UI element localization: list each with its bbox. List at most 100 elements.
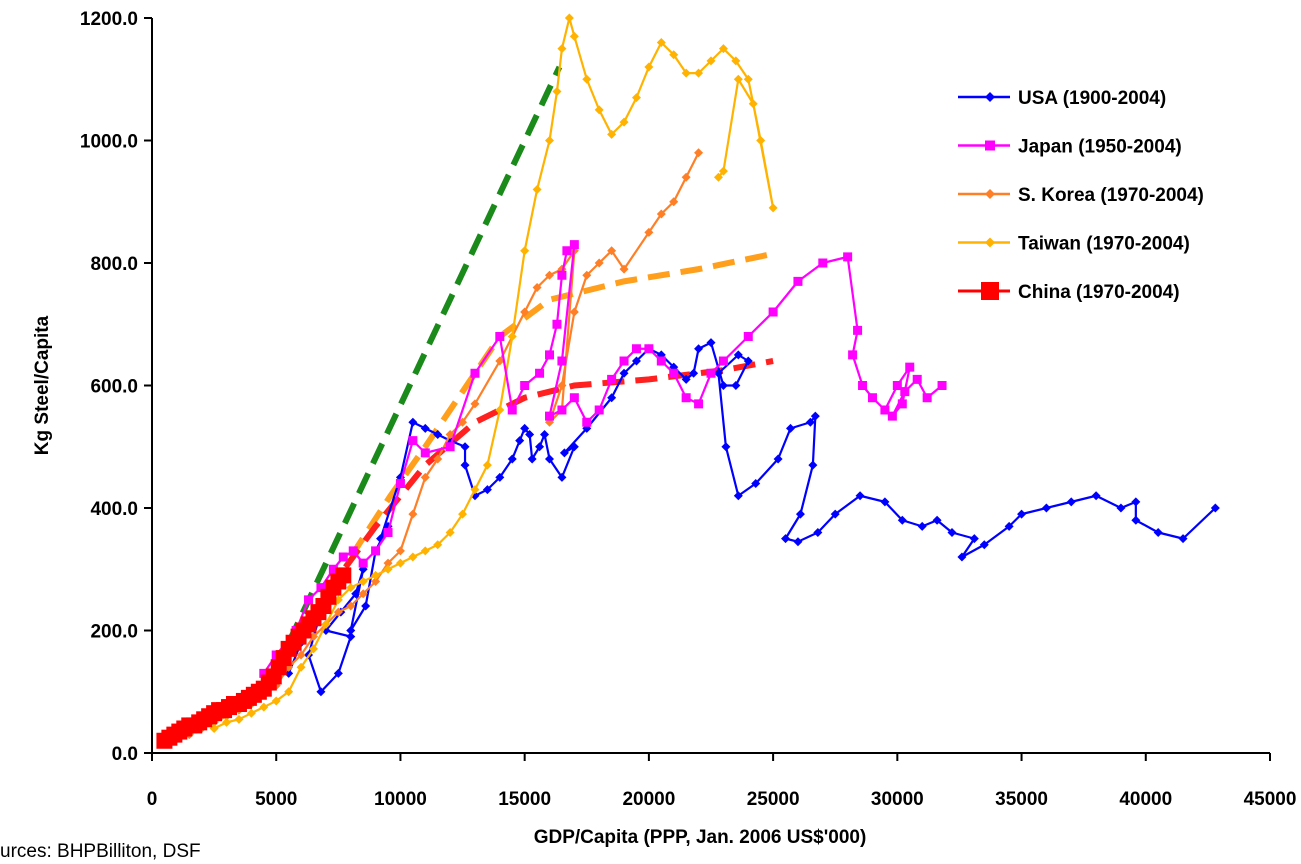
data-point-usa bbox=[917, 521, 927, 531]
y-tick-label: 1200.0 bbox=[80, 9, 138, 30]
data-point-usa bbox=[733, 491, 743, 501]
data-point-taiwan bbox=[545, 136, 555, 145]
data-point-japan bbox=[905, 362, 915, 372]
data-point-japan bbox=[445, 442, 455, 452]
legend-swatch-marker bbox=[985, 189, 995, 199]
data-point-usa bbox=[1066, 497, 1076, 507]
data-point-s bbox=[470, 399, 480, 409]
data-point-japan bbox=[557, 405, 567, 415]
data-point-taiwan bbox=[358, 577, 368, 586]
data-point-usa bbox=[351, 589, 361, 599]
data-point-taiwan bbox=[731, 56, 741, 66]
data-point-usa bbox=[1178, 534, 1188, 544]
data-point-japan bbox=[743, 332, 753, 341]
data-point-japan bbox=[535, 368, 545, 378]
data-point-usa bbox=[460, 442, 470, 452]
legend-item-china: China (1970-2004) bbox=[958, 282, 1180, 303]
data-point-usa bbox=[482, 485, 492, 495]
data-point-taiwan bbox=[718, 44, 728, 54]
data-point-usa bbox=[694, 344, 704, 354]
data-point-s bbox=[669, 197, 679, 207]
data-point-usa bbox=[361, 601, 371, 611]
data-point-japan bbox=[557, 356, 567, 366]
x-tick-label: 0 bbox=[147, 789, 158, 810]
data-point-japan bbox=[656, 356, 666, 366]
x-tick-label: 35000 bbox=[995, 789, 1048, 810]
data-point-s bbox=[532, 283, 542, 292]
data-point-taiwan bbox=[631, 93, 641, 103]
y-tick-label: 1000.0 bbox=[80, 132, 138, 153]
legend-item-usa: USA (1900-2004) bbox=[958, 88, 1166, 109]
data-point-japan bbox=[594, 405, 604, 415]
data-point-japan bbox=[358, 558, 368, 568]
data-point-taiwan bbox=[582, 74, 592, 84]
data-point-usa bbox=[1091, 491, 1101, 501]
data-point-japan bbox=[631, 344, 641, 354]
data-point-japan bbox=[420, 448, 430, 458]
data-point-usa bbox=[333, 668, 343, 678]
data-point-japan bbox=[507, 405, 517, 415]
data-point-usa bbox=[420, 423, 430, 433]
data-point-usa bbox=[855, 491, 865, 501]
data-point-s bbox=[594, 258, 604, 268]
x-tick-label: 45000 bbox=[1244, 789, 1297, 810]
series-china bbox=[156, 567, 352, 749]
data-point-taiwan bbox=[408, 552, 418, 562]
data-point-taiwan bbox=[748, 99, 758, 109]
data-point-japan bbox=[922, 393, 932, 403]
data-point-usa bbox=[1131, 497, 1141, 507]
legend-item-taiwan: Taiwan (1970-2004) bbox=[958, 234, 1190, 255]
legend-label: China (1970-2004) bbox=[1018, 282, 1180, 303]
x-tick-label: 30000 bbox=[871, 789, 924, 810]
y-tick-label: 800.0 bbox=[90, 254, 138, 275]
data-point-taiwan bbox=[383, 564, 393, 574]
data-point-japan bbox=[304, 595, 314, 605]
y-axis-ticks: 0.0 200.0 400.0 600.0 800.0 1000.0 1200.0 bbox=[80, 9, 152, 765]
data-point-taiwan bbox=[445, 528, 455, 537]
data-point-s bbox=[420, 472, 430, 482]
data-point-japan bbox=[562, 246, 572, 256]
data-point-japan bbox=[338, 552, 348, 562]
data-point-s bbox=[582, 270, 592, 280]
legend-swatch-marker bbox=[985, 237, 995, 248]
legend-label: Taiwan (1970-2004) bbox=[1018, 234, 1190, 255]
data-point-usa bbox=[786, 423, 796, 433]
data-point-usa bbox=[781, 534, 791, 544]
data-point-usa bbox=[408, 417, 418, 427]
data-point-taiwan bbox=[713, 172, 723, 182]
data-point-japan bbox=[897, 399, 907, 409]
data-point-japan bbox=[607, 374, 617, 384]
data-point-s bbox=[694, 148, 704, 158]
data-point-japan bbox=[552, 319, 562, 329]
legend-item-japan: Japan (1950-2004) bbox=[958, 137, 1182, 158]
data-point-usa bbox=[525, 430, 535, 439]
data-point-japan bbox=[495, 332, 505, 341]
data-point-japan bbox=[316, 583, 326, 593]
data-point-japan bbox=[383, 528, 393, 537]
data-point-taiwan bbox=[470, 485, 480, 495]
data-point-usa bbox=[743, 356, 753, 366]
legend-item-s: S. Korea (1970-2004) bbox=[958, 185, 1204, 206]
data-point-japan bbox=[371, 546, 381, 556]
data-point-japan bbox=[619, 356, 629, 366]
data-point-s bbox=[371, 577, 381, 586]
data-point-taiwan bbox=[271, 696, 281, 706]
data-point-taiwan bbox=[619, 117, 629, 127]
data-point-s bbox=[607, 246, 617, 256]
data-point-usa bbox=[969, 534, 979, 544]
data-point-china bbox=[335, 567, 352, 584]
data-point-usa bbox=[813, 528, 823, 537]
data-point-taiwan bbox=[395, 558, 405, 568]
data-point-s bbox=[545, 270, 555, 280]
data-point-usa bbox=[433, 430, 443, 439]
series-line-taiwan bbox=[213, 16, 775, 730]
data-point-japan bbox=[880, 405, 890, 415]
data-point-taiwan bbox=[458, 509, 468, 519]
data-point-taiwan bbox=[552, 87, 562, 96]
data-point-usa bbox=[932, 515, 942, 525]
data-point-usa bbox=[520, 423, 530, 433]
data-point-taiwan bbox=[346, 583, 356, 593]
data-point-japan bbox=[694, 399, 704, 409]
data-point-taiwan bbox=[669, 50, 679, 60]
data-point-usa bbox=[810, 411, 820, 421]
